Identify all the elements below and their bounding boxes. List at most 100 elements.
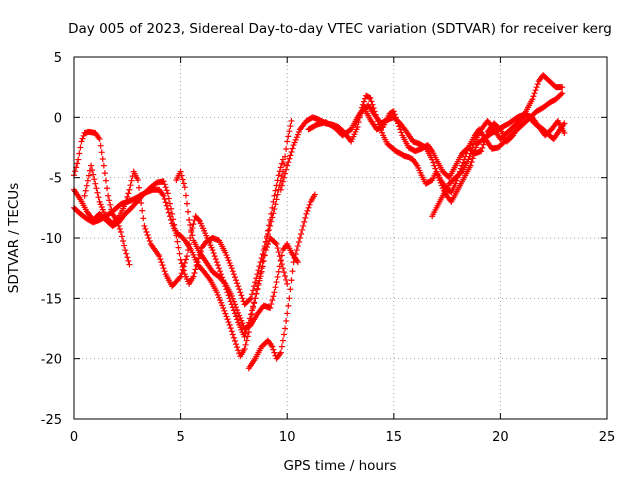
data-point: [255, 282, 262, 289]
data-point: [228, 328, 235, 335]
data-point: [96, 198, 103, 205]
data-point: [509, 133, 516, 140]
data-point: [257, 273, 264, 280]
data-point: [265, 241, 272, 248]
data-point: [217, 297, 224, 304]
data-point: [282, 273, 289, 280]
data-point: [243, 337, 250, 344]
data-point: [136, 184, 143, 191]
data-point: [531, 90, 538, 97]
data-point: [166, 213, 173, 220]
data-point: [165, 195, 172, 202]
data-point: [223, 313, 230, 320]
data-point: [256, 277, 263, 284]
data-point: [437, 179, 444, 186]
data-point: [161, 196, 168, 203]
data-point: [121, 242, 128, 249]
data-point: [177, 273, 184, 280]
data-point: [230, 298, 237, 305]
data-point: [262, 247, 269, 254]
data-point: [138, 200, 145, 207]
y-axis-label: SDTVAR / TECUs: [6, 183, 22, 293]
data-point: [282, 153, 289, 160]
data-point: [106, 197, 113, 204]
chart-title: Day 005 of 2023, Sidereal Day-to-day VTE…: [68, 21, 612, 37]
data-point: [221, 279, 228, 286]
data-point: [270, 293, 277, 300]
data-point: [122, 247, 129, 254]
data-point: [276, 263, 283, 270]
data-point: [273, 196, 280, 203]
y-tick-label: -10: [41, 232, 62, 247]
data-point: [286, 155, 293, 162]
data-point: [143, 228, 150, 235]
data-point: [116, 225, 123, 232]
data-point: [238, 292, 245, 299]
data-point: [179, 176, 186, 183]
data-point: [236, 312, 243, 319]
data-point: [249, 307, 256, 314]
data-point: [436, 177, 443, 184]
data-point: [91, 176, 98, 183]
x-tick-label: 5: [176, 430, 184, 445]
data-point: [76, 150, 83, 157]
data-point: [144, 231, 151, 238]
data-point: [212, 256, 219, 263]
data-point: [283, 146, 290, 153]
data-point: [281, 269, 288, 276]
data-point: [99, 155, 106, 162]
data-point: [251, 299, 258, 306]
data-point: [238, 317, 245, 324]
data-point: [182, 192, 189, 199]
data-point: [89, 167, 96, 174]
data-point: [128, 177, 135, 184]
data-point: [242, 330, 249, 337]
data-point: [292, 136, 299, 143]
data-point: [124, 254, 131, 261]
data-point: [271, 289, 278, 296]
data-point: [160, 178, 167, 185]
data-point: [183, 253, 190, 260]
data-point: [273, 241, 280, 248]
data-point: [214, 291, 221, 298]
data-point: [273, 279, 280, 286]
data-point: [159, 262, 166, 269]
data-point: [158, 259, 165, 266]
data-point: [457, 169, 464, 176]
data-point: [125, 190, 132, 197]
data-point: [269, 297, 276, 304]
data-point: [224, 316, 231, 323]
data-point: [122, 201, 129, 208]
data-point: [93, 185, 100, 192]
data-point: [156, 253, 163, 260]
data-point: [166, 200, 173, 207]
data-point: [234, 316, 241, 323]
data-point: [225, 319, 232, 326]
data-point: [260, 251, 267, 258]
data-point: [479, 144, 486, 151]
data-point: [88, 162, 95, 169]
data-point: [270, 346, 277, 353]
data-point: [287, 152, 294, 159]
data-point: [534, 81, 541, 88]
data-point: [192, 266, 199, 273]
data-point: [215, 265, 222, 272]
data-point: [252, 279, 259, 286]
y-tick-label: 0: [54, 111, 62, 126]
data-point: [134, 177, 141, 184]
data-point: [242, 341, 249, 348]
data-point: [237, 289, 244, 296]
data-point: [127, 182, 134, 189]
data-point: [252, 295, 259, 302]
data-point: [532, 87, 539, 94]
data-point: [99, 206, 106, 213]
data-point: [279, 337, 286, 344]
data-point: [268, 210, 275, 217]
data-point: [278, 182, 285, 189]
data-point: [272, 187, 279, 194]
data-point: [429, 156, 436, 163]
data-point: [181, 259, 188, 266]
data-point: [281, 174, 288, 181]
data-point: [227, 262, 234, 269]
